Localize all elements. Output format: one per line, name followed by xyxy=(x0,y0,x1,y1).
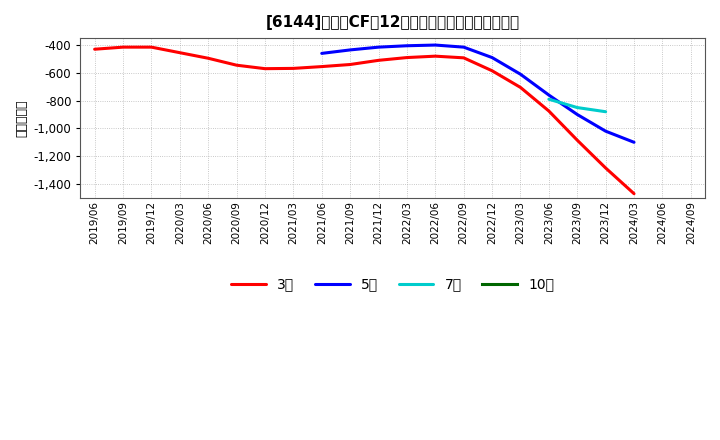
5年 xyxy=(459,44,468,50)
5年 xyxy=(374,44,383,50)
Line: 7年: 7年 xyxy=(549,99,606,112)
3年 xyxy=(90,47,99,52)
3年 xyxy=(630,191,639,196)
5年 xyxy=(318,51,326,56)
3年 xyxy=(516,85,525,90)
3年 xyxy=(119,44,127,50)
3年 xyxy=(487,68,496,73)
5年 xyxy=(431,42,440,48)
Line: 3年: 3年 xyxy=(94,47,634,194)
3年 xyxy=(402,55,411,60)
3年 xyxy=(233,62,241,68)
7年 xyxy=(544,97,553,102)
3年 xyxy=(431,54,440,59)
Y-axis label: （百万円）: （百万円） xyxy=(15,99,28,137)
Title: [6144]　投賄CFの12か月移動合計の平均値の推移: [6144] 投賄CFの12か月移動合計の平均値の推移 xyxy=(266,15,520,30)
3年 xyxy=(176,50,184,55)
3年 xyxy=(204,55,212,61)
3年 xyxy=(601,165,610,171)
Line: 5年: 5年 xyxy=(322,45,634,142)
3年 xyxy=(544,108,553,114)
5年 xyxy=(630,139,639,145)
7年 xyxy=(601,109,610,114)
5年 xyxy=(544,92,553,98)
3年 xyxy=(573,138,582,143)
3年 xyxy=(346,62,354,67)
7年 xyxy=(573,105,582,110)
5年 xyxy=(516,72,525,77)
3年 xyxy=(261,66,269,71)
5年 xyxy=(573,112,582,117)
3年 xyxy=(374,58,383,63)
3年 xyxy=(289,66,297,71)
3年 xyxy=(459,55,468,60)
3年 xyxy=(147,44,156,50)
Legend: 3年, 5年, 7年, 10年: 3年, 5年, 7年, 10年 xyxy=(225,272,560,297)
5年 xyxy=(601,128,610,134)
5年 xyxy=(346,47,354,52)
5年 xyxy=(402,43,411,48)
5年 xyxy=(487,55,496,60)
3年 xyxy=(318,64,326,69)
